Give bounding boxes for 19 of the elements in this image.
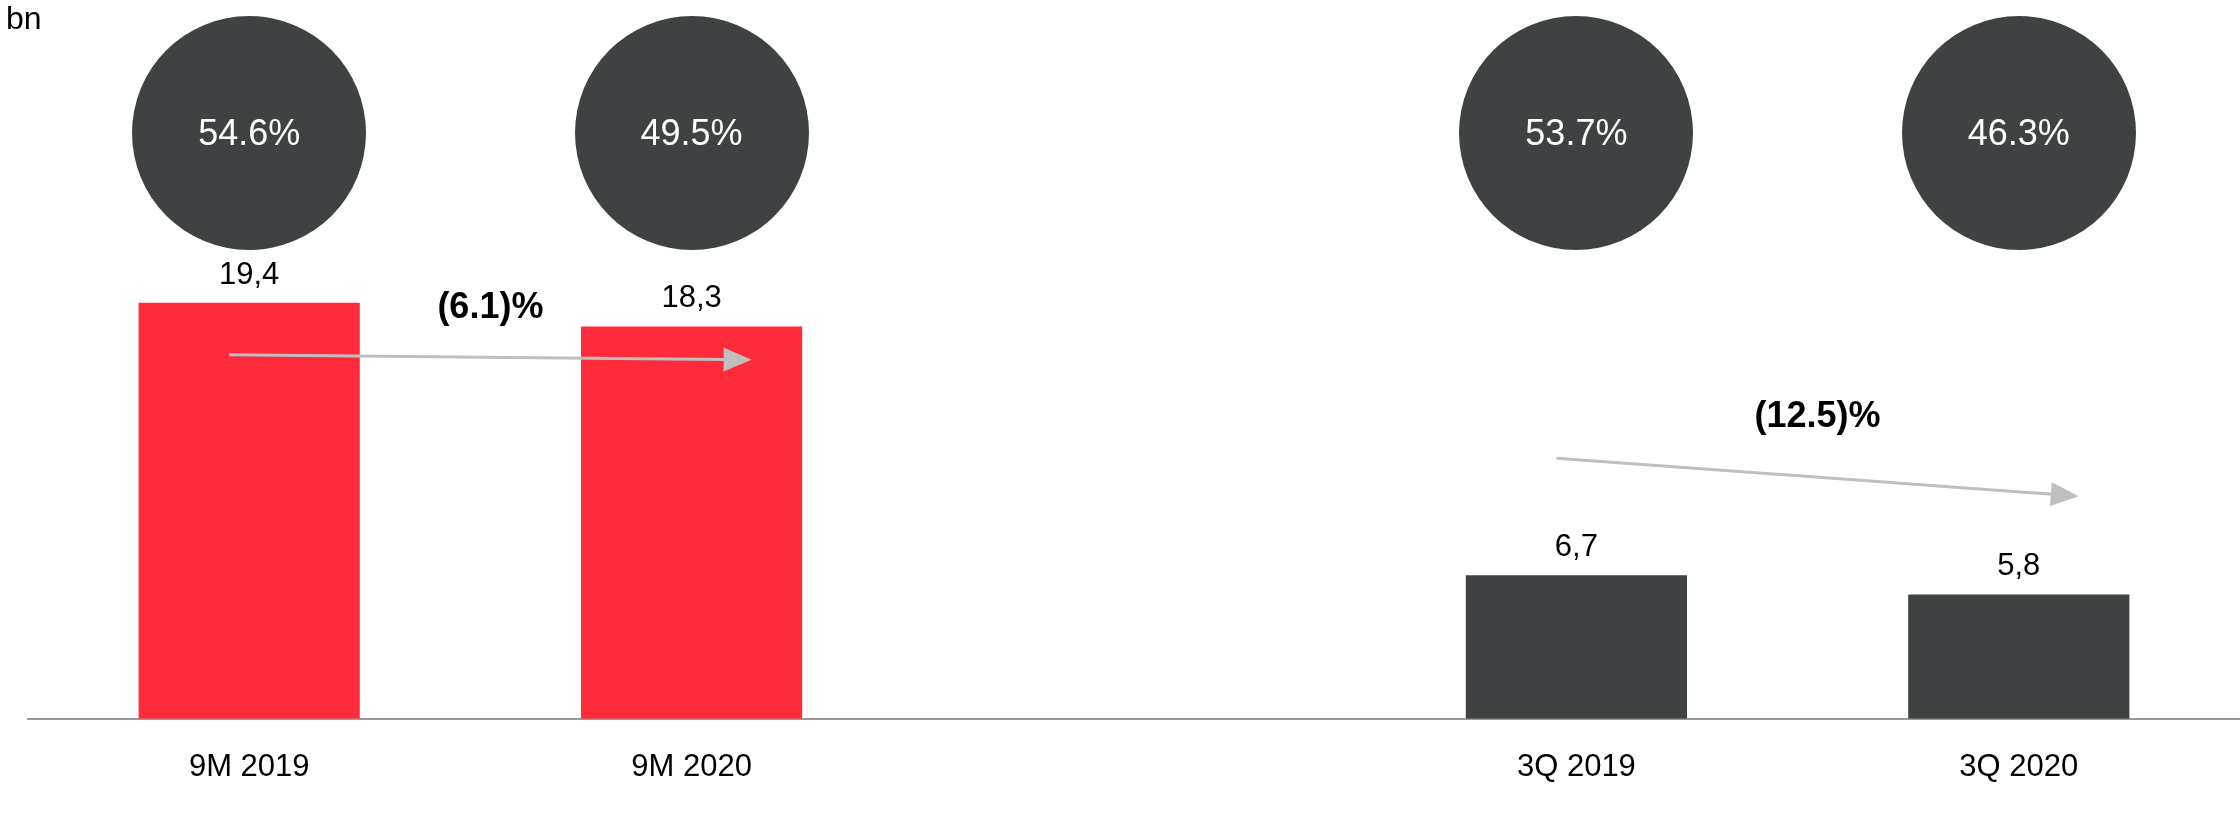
circle-badge: 54.6% (132, 16, 367, 250)
x-tick-label: 9M 2019 (188, 747, 310, 783)
x-tick-label: 3Q 2019 (1516, 747, 1636, 783)
bar (1465, 575, 1687, 719)
circle-badge: 53.7% (1459, 16, 1694, 250)
data-label: 18,3 (661, 279, 722, 315)
bar (1908, 594, 2130, 719)
data-label: 19,4 (219, 255, 280, 291)
circle-badge: 46.3% (1901, 16, 2136, 250)
annotation: (12.5)% (1754, 394, 1881, 437)
bar (581, 326, 803, 719)
bar (138, 302, 360, 719)
data-label: 5,8 (1997, 547, 2041, 583)
text: bn (6, 0, 42, 37)
annotation: (6.1)% (437, 284, 544, 327)
x-tick-label: 3Q 2020 (1959, 747, 2079, 783)
circle-badge: 49.5% (574, 16, 809, 250)
x-tick-label: 9M 2020 (631, 747, 752, 783)
data-label: 6,7 (1554, 528, 1598, 564)
